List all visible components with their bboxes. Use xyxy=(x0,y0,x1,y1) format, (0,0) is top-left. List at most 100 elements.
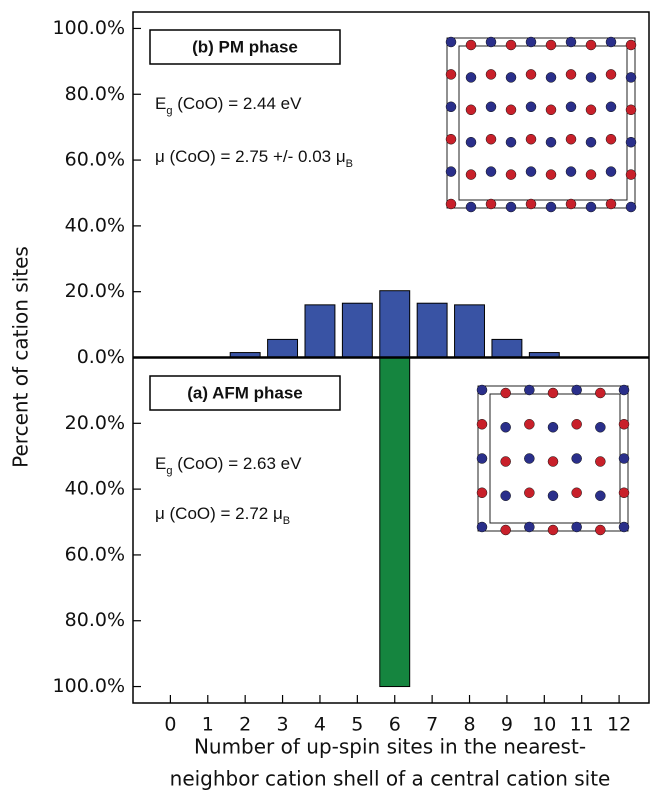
bar xyxy=(454,304,485,359)
y-tick-label: 40.0% xyxy=(65,478,125,500)
annotation: Eg (CoO) = 2.63 eV xyxy=(155,454,302,476)
annotation-text: μ (CoO) = 2.72 μ xyxy=(155,504,283,523)
atom xyxy=(445,101,457,113)
atom xyxy=(465,39,477,51)
atom xyxy=(585,104,597,116)
atom xyxy=(505,39,517,51)
atom xyxy=(445,69,457,80)
atom xyxy=(524,521,535,533)
atom xyxy=(505,201,517,213)
x-axis-label: Number of up-spin sites in the nearest- xyxy=(194,735,586,759)
atom xyxy=(545,104,557,116)
atom xyxy=(618,419,630,430)
atom xyxy=(500,524,511,536)
atom xyxy=(485,101,497,113)
atom xyxy=(476,419,488,430)
atom xyxy=(605,166,617,177)
x-tick-label: 3 xyxy=(277,714,289,736)
atom xyxy=(445,36,457,48)
atom xyxy=(605,198,617,210)
atom xyxy=(571,521,582,533)
x-tick-label: 2 xyxy=(239,714,251,736)
atom xyxy=(625,72,637,83)
atom xyxy=(525,133,537,145)
crystal-image xyxy=(476,384,630,536)
legend-label: (b) PM phase xyxy=(192,37,298,56)
annotation-sub: g xyxy=(166,465,172,477)
bar xyxy=(379,290,411,359)
atom xyxy=(595,524,606,536)
atom xyxy=(500,387,511,399)
atom xyxy=(476,384,488,396)
atom xyxy=(525,198,537,210)
crystal-cell xyxy=(458,45,628,201)
annotation-text: μ (CoO) = 2.75 +/- 0.03 μ xyxy=(155,147,346,166)
atom xyxy=(605,69,617,80)
atom xyxy=(545,169,557,180)
atom xyxy=(476,487,488,498)
atom xyxy=(476,521,488,533)
legend-label: (a) AFM phase xyxy=(187,383,303,402)
atom xyxy=(565,166,577,177)
atom xyxy=(445,166,457,177)
bar xyxy=(304,304,336,359)
annotation-text: E xyxy=(155,94,166,113)
atom xyxy=(505,72,517,83)
atom xyxy=(500,422,511,433)
atom xyxy=(625,104,637,116)
atom xyxy=(524,419,535,430)
atom xyxy=(585,169,597,180)
y-tick-label: 60.0% xyxy=(65,543,125,565)
atom xyxy=(465,104,477,116)
annotation: μ (CoO) = 2.75 +/- 0.03 μB xyxy=(155,147,353,169)
atom xyxy=(571,453,582,464)
y-tick-label: 100.0% xyxy=(53,675,125,697)
atom xyxy=(485,198,497,210)
bar xyxy=(267,338,299,358)
y-tick-label: 20.0% xyxy=(65,280,125,302)
x-axis-label: neighbor cation shell of a central catio… xyxy=(170,767,611,791)
y-tick-label: 80.0% xyxy=(65,83,125,105)
crystal-cell xyxy=(446,37,636,209)
annotation-text: (CoO) = 2.63 eV xyxy=(172,454,302,473)
y-tick-label: 20.0% xyxy=(65,412,125,434)
atom xyxy=(525,69,537,80)
x-tick-label: 1 xyxy=(202,714,214,736)
atom xyxy=(585,136,597,148)
atom xyxy=(545,72,557,83)
atom xyxy=(465,201,477,213)
annotation: Eg (CoO) = 2.44 eV xyxy=(155,94,302,116)
atom xyxy=(585,72,597,83)
atom xyxy=(545,201,557,213)
atom xyxy=(595,387,606,399)
annotation-text: (CoO) = 2.44 eV xyxy=(172,94,302,113)
legend-box xyxy=(149,375,341,411)
y-tick-label: 100.0% xyxy=(53,17,125,39)
atom xyxy=(500,456,511,467)
atom xyxy=(465,72,477,83)
bar xyxy=(379,357,411,688)
atom xyxy=(547,387,559,399)
atom xyxy=(605,133,617,145)
atom xyxy=(547,490,559,501)
bar xyxy=(341,302,373,359)
annotation-sub: g xyxy=(166,105,172,117)
atom xyxy=(525,166,537,177)
atom xyxy=(618,487,630,498)
x-tick-label: 4 xyxy=(314,714,326,736)
atom xyxy=(625,39,637,51)
atom xyxy=(545,39,557,51)
legend-box xyxy=(149,29,341,65)
atom xyxy=(565,69,577,80)
bar xyxy=(491,338,523,358)
atom xyxy=(565,101,577,113)
atom xyxy=(505,169,517,180)
atom xyxy=(595,422,606,433)
x-tick-label: 6 xyxy=(389,714,401,736)
atom xyxy=(465,136,477,148)
atom xyxy=(524,384,535,396)
atom xyxy=(625,136,637,148)
atom xyxy=(585,201,597,213)
atom xyxy=(465,169,477,180)
atom xyxy=(605,101,617,113)
